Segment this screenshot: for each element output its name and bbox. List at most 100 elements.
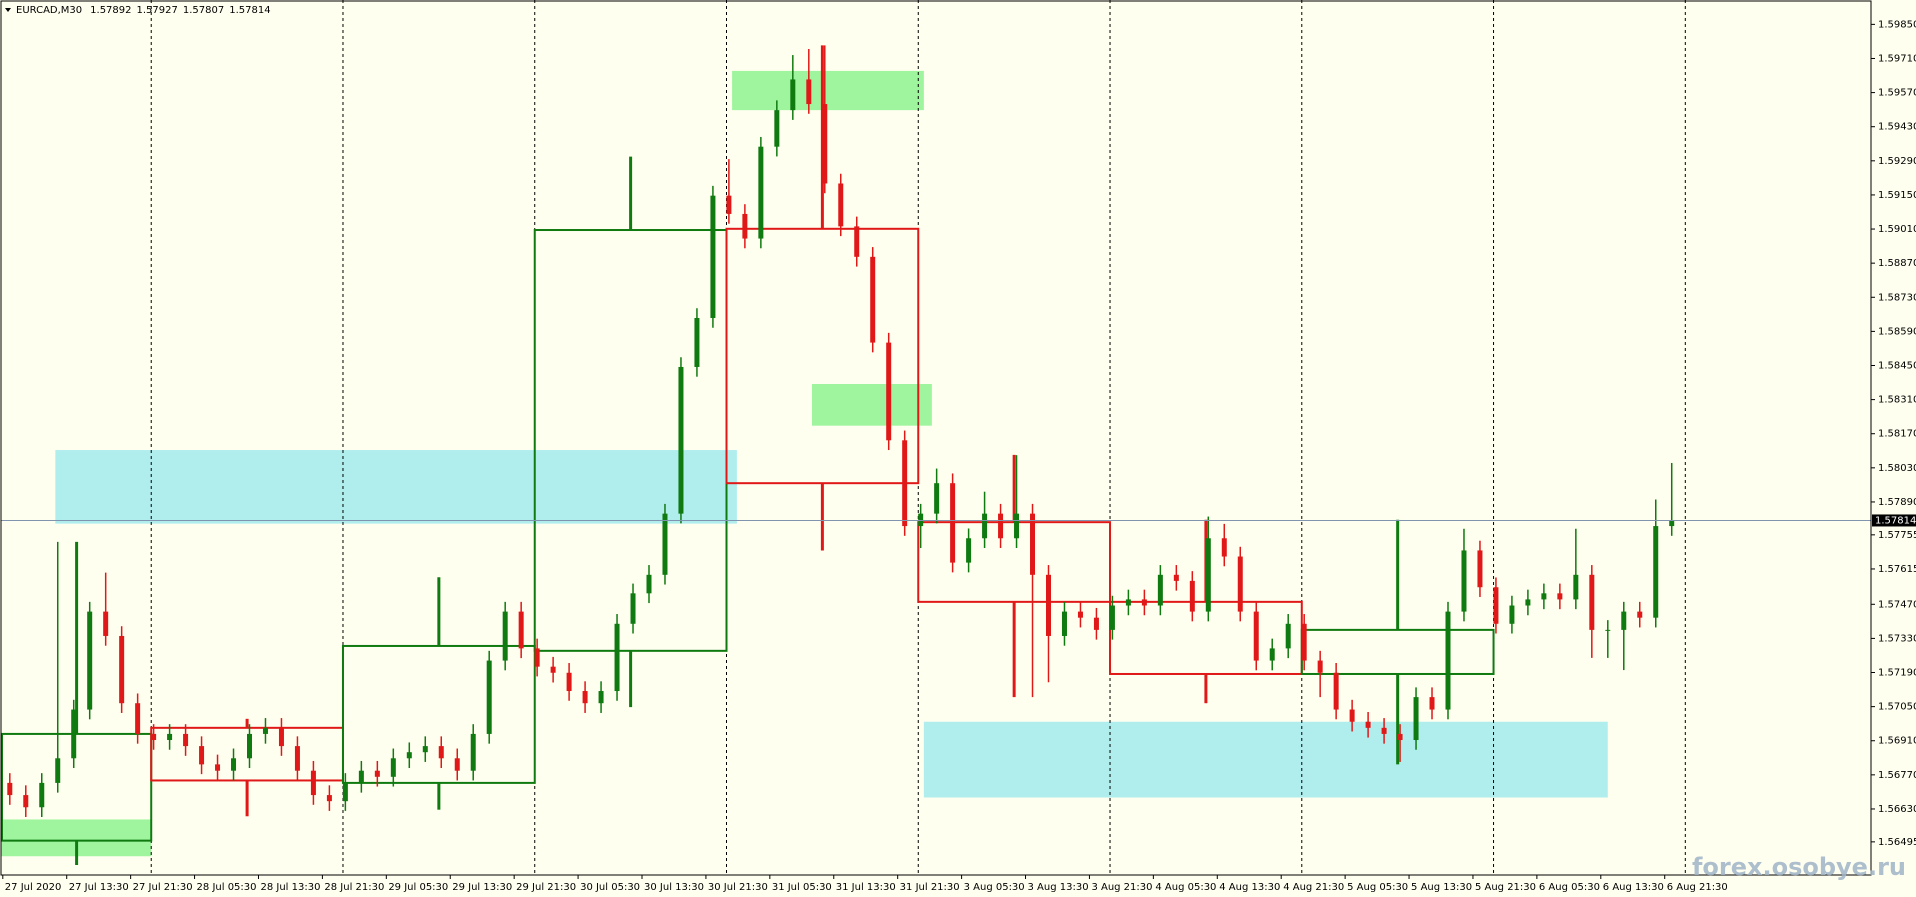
y-tick-label: 1.59430 — [1878, 122, 1916, 133]
y-tick-label: 1.58310 — [1878, 395, 1916, 406]
candle-body — [422, 746, 428, 753]
x-tick-label: 5 Aug 13:30 — [1411, 882, 1472, 893]
candle-body — [1221, 538, 1227, 557]
x-tick-label: 27 Jul 13:30 — [69, 882, 129, 893]
y-tick-label: 1.59570 — [1878, 88, 1916, 99]
candle-body — [1141, 599, 1147, 606]
candle-body — [694, 317, 700, 367]
candle-body — [1173, 574, 1179, 581]
candle-body — [390, 758, 396, 777]
price-zone — [55, 450, 737, 524]
x-tick-label: 27 Jul 2020 — [5, 882, 62, 893]
x-tick-label: 30 Jul 13:30 — [644, 882, 704, 893]
daily-candles — [1, 45, 1495, 866]
candle-body — [550, 666, 556, 673]
candle-body — [966, 538, 972, 563]
price-zone — [811, 384, 932, 426]
candle-body — [55, 758, 61, 783]
candle-body — [1253, 611, 1259, 661]
watermark: forex.osobye.ru — [1692, 853, 1906, 881]
candle-body — [326, 795, 332, 802]
y-tick-label: 1.59010 — [1878, 224, 1916, 235]
candle-body — [438, 746, 444, 759]
candle-body — [1301, 623, 1307, 661]
candle-body — [630, 593, 636, 624]
candle-body — [358, 770, 364, 783]
chart-header: EURCAD,M30 1.57892 1.57927 1.57807 1.57814 — [16, 5, 271, 16]
candle-body — [710, 195, 716, 318]
candle-body — [119, 635, 125, 704]
candle-body — [151, 733, 157, 741]
x-tick-label: 28 Jul 13:30 — [260, 882, 320, 893]
x-tick-label: 5 Aug 05:30 — [1347, 882, 1408, 893]
candle-body — [646, 574, 652, 594]
candle-body — [71, 709, 77, 759]
candle-body — [1269, 648, 1275, 661]
menu-arrow[interactable] — [5, 8, 11, 12]
candle-body — [374, 770, 380, 777]
y-tick-label: 1.56630 — [1878, 804, 1916, 815]
candle-body — [1077, 611, 1083, 618]
x-tick-label: 28 Jul 21:30 — [324, 882, 384, 893]
candle-body — [87, 611, 93, 710]
candle-body — [1397, 733, 1403, 741]
candle-body — [215, 764, 221, 771]
candle-body — [1030, 513, 1036, 575]
candle-body — [406, 752, 412, 759]
candle-body — [1333, 672, 1339, 710]
y-tick-label: 1.56495 — [1878, 837, 1916, 848]
y-tick-label: 1.56770 — [1878, 770, 1916, 781]
candle-body — [678, 366, 684, 514]
y-tick-label: 1.56910 — [1878, 736, 1916, 747]
x-tick-label: 29 Jul 05:30 — [388, 882, 448, 893]
candle-body — [23, 795, 29, 808]
candle-body — [1205, 538, 1211, 612]
y-tick-label: 1.59290 — [1878, 156, 1916, 167]
candle-body — [502, 611, 508, 661]
y-tick-label: 1.57330 — [1878, 633, 1916, 644]
x-tick-label: 6 Aug 05:30 — [1539, 882, 1600, 893]
candle-body — [1349, 709, 1355, 722]
candle-body — [1429, 697, 1435, 710]
x-tick-label: 3 Aug 13:30 — [1028, 882, 1089, 893]
candle-body — [310, 770, 316, 796]
candle-body — [566, 672, 572, 692]
y-tick-label: 1.57890 — [1878, 497, 1916, 508]
candle-body — [183, 733, 189, 747]
candle-body — [758, 146, 764, 239]
candle-body — [1093, 617, 1099, 630]
y-tick-label: 1.58450 — [1878, 360, 1916, 371]
candle-body — [1109, 605, 1115, 630]
candle-body — [742, 213, 748, 239]
candle-body — [582, 691, 588, 704]
y-tick-label: 1.59850 — [1878, 19, 1916, 30]
x-tick-label: 4 Aug 05:30 — [1155, 882, 1216, 893]
x-tick-label: 31 Jul 05:30 — [772, 882, 832, 893]
candle-body — [1605, 629, 1611, 631]
candle-body — [1157, 574, 1163, 606]
candle-body — [886, 342, 892, 441]
candle-body — [199, 746, 205, 765]
candle-body — [774, 110, 780, 147]
candle-body — [662, 513, 668, 575]
candle-body — [454, 758, 460, 771]
candle-body — [870, 256, 876, 343]
header-close: 1.57814 — [229, 5, 270, 16]
candle-body — [918, 513, 924, 527]
zones — [1, 70, 1608, 857]
candle-body — [1237, 556, 1243, 612]
candle-body — [1365, 721, 1371, 728]
candle-body — [1621, 611, 1627, 630]
candle-body — [726, 195, 732, 214]
y-tick-label: 1.57190 — [1878, 668, 1916, 679]
candle-body — [1557, 593, 1563, 600]
y-tick-label: 1.57755 — [1878, 530, 1916, 541]
candle-body — [1637, 611, 1643, 618]
plot-frame — [0, 0, 1872, 876]
y-tick-label: 1.57050 — [1878, 702, 1916, 713]
candle-body — [934, 483, 940, 514]
candle-body — [982, 513, 988, 539]
candle-body — [294, 746, 300, 771]
